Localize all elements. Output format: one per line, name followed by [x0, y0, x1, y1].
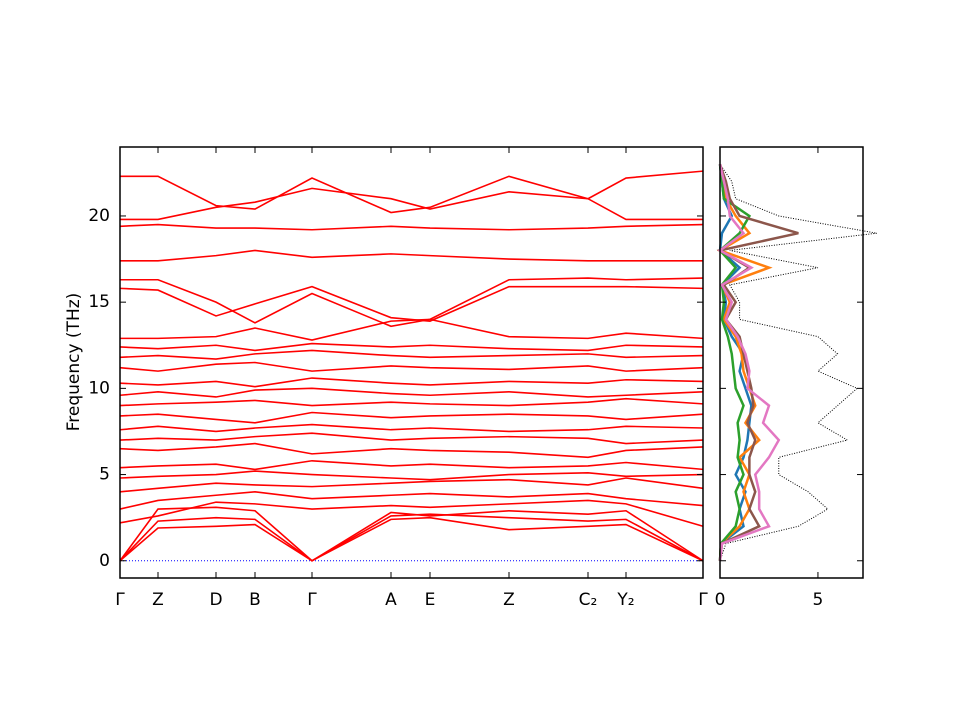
band-line — [119, 411, 704, 424]
band-line — [119, 499, 704, 528]
band-line — [119, 477, 704, 493]
band-line — [120, 187, 703, 221]
band-line — [119, 285, 704, 322]
x-tick-label: 5 — [813, 590, 824, 610]
y-tick-label: 20 — [88, 206, 110, 226]
x-tick-label: Z — [152, 590, 164, 610]
band-line — [119, 490, 704, 510]
x-tick-label: B — [249, 590, 261, 610]
dos-line — [717, 163, 773, 561]
y-tick-label: 15 — [88, 292, 110, 312]
y-tick-label: 0 — [99, 551, 110, 571]
band-line — [120, 249, 703, 262]
x-tick-label: C₂ — [579, 590, 598, 610]
x-tick-label: D — [209, 590, 222, 610]
x-tick-label: Z — [503, 590, 515, 610]
band-line — [119, 397, 704, 407]
x-tick-label: A — [385, 590, 397, 610]
band-line — [119, 349, 704, 360]
band-line — [119, 516, 704, 562]
x-tick-label: E — [425, 590, 436, 610]
band-line — [119, 223, 704, 231]
band-line — [119, 470, 704, 481]
dos-line — [717, 163, 781, 561]
x-tick-label: 0 — [715, 590, 726, 610]
plot-frame — [119, 146, 704, 579]
x-tick-label: Γ — [115, 590, 125, 610]
band-line — [119, 377, 704, 388]
band-line — [119, 387, 704, 398]
band-line — [119, 459, 704, 471]
y-tick-label: 5 — [99, 465, 110, 485]
band-line — [119, 423, 704, 433]
band-line — [119, 513, 704, 562]
x-tick-label: Y₂ — [616, 590, 634, 610]
dos-line — [716, 163, 799, 561]
x-tick-label: Γ — [698, 590, 708, 610]
y-tick-label: 10 — [88, 378, 110, 398]
band-line — [120, 277, 704, 328]
plot-frame — [719, 146, 864, 579]
band-line — [119, 342, 704, 352]
band-line — [120, 318, 704, 341]
dos-line — [719, 163, 877, 561]
band-line — [119, 442, 704, 459]
band-line — [119, 361, 704, 372]
y-axis-label: Frequency (THz) — [64, 293, 84, 432]
band-line — [119, 506, 704, 562]
band-line — [120, 170, 704, 214]
x-tick-label: Γ — [307, 590, 317, 610]
band-line — [119, 432, 704, 445]
